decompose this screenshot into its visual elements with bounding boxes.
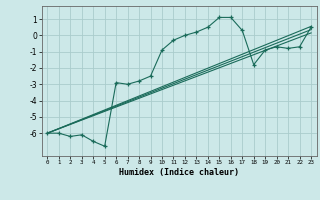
X-axis label: Humidex (Indice chaleur): Humidex (Indice chaleur) bbox=[119, 168, 239, 177]
